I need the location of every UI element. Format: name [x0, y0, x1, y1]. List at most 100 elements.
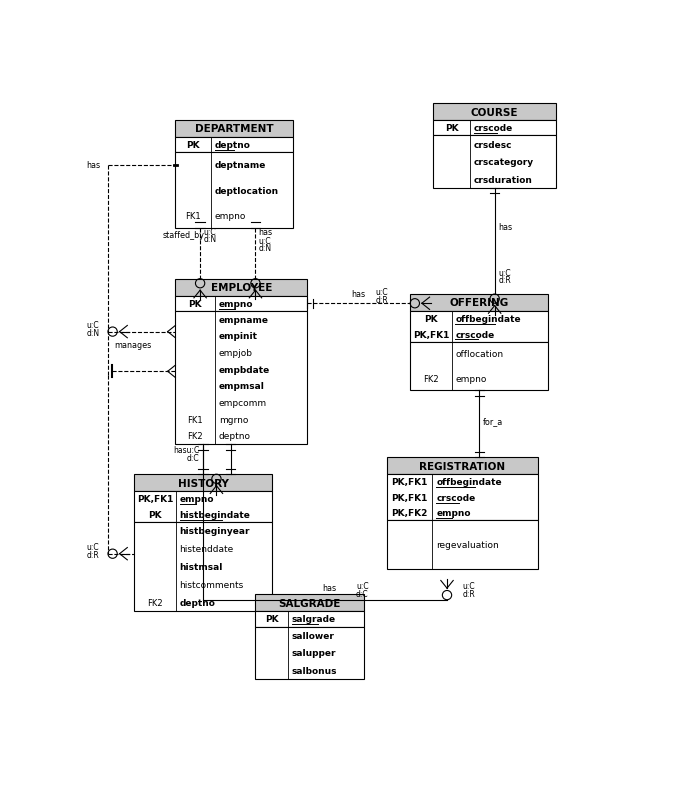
Text: u:C: u:C	[259, 237, 271, 246]
Text: OFFERING: OFFERING	[450, 298, 509, 308]
Text: salbonus: salbonus	[292, 666, 337, 675]
Text: crscode: crscode	[436, 493, 475, 502]
Text: PK: PK	[265, 614, 278, 624]
Text: FK2: FK2	[423, 375, 439, 383]
Text: deptno: deptno	[219, 431, 250, 441]
Text: empmsal: empmsal	[219, 382, 265, 391]
Text: COURSE: COURSE	[471, 107, 518, 117]
Text: sallower: sallower	[292, 631, 335, 640]
Text: empname: empname	[219, 315, 269, 324]
Text: staffed_by: staffed_by	[163, 231, 205, 240]
Bar	[433, 136, 556, 188]
Text: d:N: d:N	[259, 244, 272, 253]
Text: PK,FK1: PK,FK1	[391, 493, 428, 502]
Bar	[175, 121, 293, 138]
Bar	[135, 522, 273, 611]
Text: histenddate: histenddate	[179, 545, 234, 553]
Text: u:C: u:C	[86, 321, 99, 330]
Text: deptno: deptno	[215, 141, 250, 150]
Text: PK: PK	[186, 141, 200, 150]
Text: FK2: FK2	[187, 431, 203, 441]
Bar	[175, 296, 307, 311]
Bar	[135, 475, 273, 492]
Bar	[410, 311, 548, 342]
Text: HISTORY: HISTORY	[178, 478, 228, 488]
Text: PK: PK	[148, 510, 161, 519]
Text: d:N: d:N	[204, 235, 217, 244]
Text: manages: manages	[114, 341, 151, 350]
Text: mgrno: mgrno	[219, 415, 248, 424]
Bar	[387, 458, 538, 475]
Text: empno: empno	[219, 299, 253, 309]
Text: for_a: for_a	[483, 417, 503, 426]
Text: d:R: d:R	[375, 295, 388, 304]
Text: offbegindate: offbegindate	[436, 478, 502, 487]
Text: d:N: d:N	[86, 328, 99, 338]
Text: empno: empno	[215, 212, 246, 221]
Text: crsdesc: crsdesc	[474, 140, 513, 149]
Bar	[433, 121, 556, 136]
Text: deptlocation: deptlocation	[215, 186, 279, 196]
Text: empno: empno	[455, 375, 487, 383]
Text: PK,FK1: PK,FK1	[391, 478, 428, 487]
Text: histbegindate: histbegindate	[179, 510, 250, 519]
Bar	[175, 153, 293, 229]
Text: histmsal: histmsal	[179, 562, 223, 571]
Bar	[175, 279, 307, 296]
Bar	[387, 475, 538, 520]
Text: empinit: empinit	[219, 332, 258, 341]
Text: SALGRADE: SALGRADE	[278, 598, 341, 608]
Bar	[175, 138, 293, 153]
Text: has: has	[86, 160, 100, 169]
Text: crsduration: crsduration	[474, 176, 533, 184]
Text: has: has	[499, 223, 513, 232]
Text: hasu:C: hasu:C	[173, 445, 199, 454]
Text: PK: PK	[445, 124, 459, 133]
Text: PK: PK	[424, 314, 437, 324]
Text: salupper: salupper	[292, 649, 336, 658]
Text: FK1: FK1	[185, 212, 201, 221]
Text: has: has	[259, 228, 273, 237]
Bar	[255, 594, 364, 611]
Text: REGISTRATION: REGISTRATION	[420, 461, 506, 471]
Text: DEPARTMENT: DEPARTMENT	[195, 124, 274, 134]
Text: crscategory: crscategory	[474, 158, 534, 167]
Text: regevaluation: regevaluation	[436, 541, 499, 549]
Bar	[433, 104, 556, 121]
Text: d:R: d:R	[86, 550, 99, 559]
Bar	[255, 627, 364, 679]
Text: PK: PK	[188, 299, 202, 309]
Text: u:C: u:C	[86, 542, 99, 552]
Bar	[410, 342, 548, 391]
Text: EMPLOYEE: EMPLOYEE	[210, 283, 272, 293]
Text: PK,FK2: PK,FK2	[391, 508, 428, 517]
Text: u:C: u:C	[375, 288, 388, 297]
Bar	[135, 492, 273, 522]
Bar	[175, 311, 307, 444]
Text: empcomm: empcomm	[219, 399, 267, 407]
Text: has: has	[351, 290, 365, 298]
Text: has: has	[322, 584, 337, 593]
Text: histbeginyear: histbeginyear	[179, 527, 250, 536]
Text: FK1: FK1	[187, 415, 203, 424]
Text: u:C: u:C	[462, 581, 475, 590]
Text: empbdate: empbdate	[219, 365, 270, 375]
Bar	[410, 294, 548, 311]
Text: offbegindate: offbegindate	[455, 314, 521, 324]
Text: d:R: d:R	[462, 589, 475, 598]
Text: deptno: deptno	[179, 598, 215, 607]
Bar	[387, 520, 538, 569]
Text: crscode: crscode	[474, 124, 513, 133]
Text: d:C: d:C	[186, 453, 199, 462]
Text: PK,FK1: PK,FK1	[137, 495, 173, 504]
Text: salgrade: salgrade	[292, 614, 336, 624]
Bar	[255, 611, 364, 627]
Text: u:C: u:C	[356, 581, 368, 590]
Text: deptname: deptname	[215, 161, 266, 170]
Text: PK,FK1: PK,FK1	[413, 330, 449, 339]
Text: d:C: d:C	[356, 589, 368, 598]
Text: FK2: FK2	[147, 598, 163, 607]
Text: u:C: u:C	[499, 269, 511, 277]
Text: d:R: d:R	[499, 276, 511, 286]
Text: crscode: crscode	[455, 330, 495, 339]
